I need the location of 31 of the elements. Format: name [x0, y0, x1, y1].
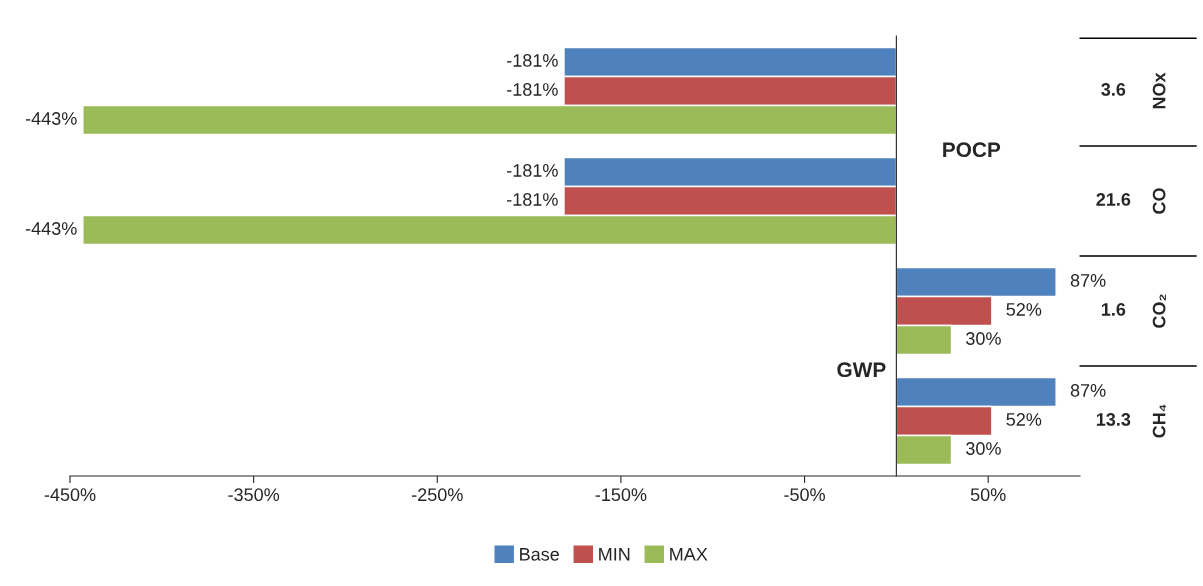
data-label: -181% [507, 54, 558, 67]
data-label: -181% [507, 83, 558, 96]
y-tick-label: CO [1152, 188, 1166, 214]
data-label: 30% [966, 332, 1001, 345]
data-label: -443% [25, 112, 77, 125]
x-tick-label: -50% [784, 488, 825, 502]
x-tick-label: -150% [595, 488, 647, 502]
text: 3.6 [1101, 83, 1126, 96]
y-tick-label: NOx [1152, 72, 1166, 109]
data-label: 87% [1070, 274, 1106, 287]
legend-label: Base [520, 548, 559, 561]
text: 13.3 [1096, 413, 1131, 426]
x-tick-label: -350% [228, 488, 280, 502]
text: 21.6 [1096, 193, 1131, 206]
annotation: GWP [837, 362, 886, 378]
x-tick-label: -250% [411, 488, 463, 502]
data-label: 30% [966, 442, 1001, 455]
data-label: -181% [507, 164, 558, 177]
text: 1.6 [1101, 303, 1126, 316]
data-label: -181% [507, 193, 558, 206]
annotation: POCP [943, 142, 1001, 158]
y-tick-label: CO₂ [1152, 294, 1166, 328]
data-label: 87% [1070, 384, 1106, 397]
data-label: 52% [1006, 413, 1042, 426]
data-label: -443% [25, 222, 77, 235]
x-tick-label: -450% [44, 488, 96, 502]
legend-label: MIN [599, 548, 630, 561]
data-label: 52% [1006, 303, 1042, 316]
x-tick-label: 50% [970, 488, 1006, 502]
y-tick-label: CH₄ [1152, 404, 1166, 438]
legend-label: MAX [670, 548, 708, 561]
